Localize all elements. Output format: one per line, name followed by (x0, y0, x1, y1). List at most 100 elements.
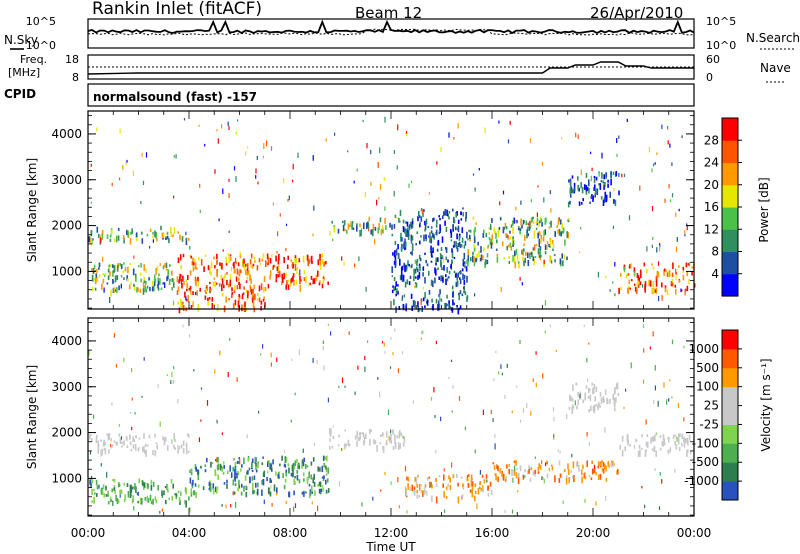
data-cell (450, 239, 453, 242)
data-cell (568, 217, 570, 221)
data-cell (109, 297, 111, 303)
data-cell (671, 193, 674, 198)
data-cell (394, 240, 397, 245)
data-cell (439, 253, 442, 260)
data-cell (177, 399, 179, 404)
data-cell (217, 486, 219, 491)
data-cell (409, 222, 412, 226)
data-cell (539, 246, 542, 252)
data-cell (366, 221, 369, 228)
data-cell (585, 191, 588, 195)
data-cell (540, 239, 542, 244)
data-cell (407, 227, 409, 231)
data-cell (380, 229, 383, 236)
data-cell (133, 283, 135, 287)
data-cell (367, 221, 369, 224)
data-cell (401, 295, 403, 299)
data-cell (116, 274, 119, 280)
data-cell (613, 187, 615, 192)
data-cell (595, 176, 598, 181)
data-cell (614, 293, 616, 297)
data-cell (356, 168, 358, 172)
data-cell (672, 262, 674, 269)
data-cell (627, 285, 630, 289)
data-cell (494, 443, 496, 450)
data-cell (454, 273, 457, 278)
data-cell (401, 351, 404, 355)
data-cell (164, 237, 167, 240)
data-cell (183, 280, 185, 285)
data-cell (389, 437, 391, 443)
data-cell (534, 244, 536, 251)
data-cell (422, 287, 424, 290)
data-cell (416, 231, 419, 235)
data-cell (208, 487, 211, 491)
data-cell (123, 440, 125, 446)
data-cell (580, 469, 583, 476)
data-cell (474, 495, 476, 502)
data-cell (281, 455, 283, 461)
data-cell (100, 237, 102, 244)
data-cell (666, 399, 668, 405)
data-cell (669, 143, 671, 148)
data-cell (691, 271, 693, 276)
data-cell (267, 470, 269, 474)
data-cell (209, 267, 211, 274)
data-cell (261, 462, 264, 466)
data-cell (473, 246, 476, 252)
data-cell (443, 491, 445, 498)
data-cell (178, 307, 181, 314)
data-cell (442, 483, 444, 488)
data-cell (598, 183, 600, 186)
data-cell (497, 229, 500, 235)
data-cell (241, 304, 243, 308)
data-cell (105, 494, 108, 497)
data-cell (100, 488, 103, 495)
data-cell (221, 278, 224, 285)
data-cell (296, 267, 299, 271)
data-cell (231, 294, 233, 299)
colorbar-segment (722, 405, 738, 425)
data-cell (397, 477, 399, 483)
data-cell (139, 272, 142, 276)
data-cell (453, 256, 456, 259)
data-cell (246, 272, 248, 277)
data-cell (233, 166, 236, 171)
data-cell (185, 500, 187, 508)
data-cell (112, 270, 114, 277)
data-cell (413, 268, 415, 276)
data-cell (645, 449, 648, 452)
data-cell (123, 357, 125, 363)
data-cell (337, 444, 340, 447)
data-cell (214, 265, 216, 269)
data-cell (177, 231, 179, 234)
data-cell (668, 436, 670, 443)
data-cell (252, 297, 255, 301)
data-cell (599, 392, 602, 397)
data-cell (518, 472, 520, 478)
data-cell (541, 476, 543, 480)
data-cell (366, 143, 368, 149)
data-cell (370, 149, 372, 155)
data-cell (688, 279, 690, 284)
data-cell (189, 285, 192, 292)
data-cell (303, 270, 306, 275)
data-cell (235, 257, 237, 264)
data-cell (122, 270, 125, 274)
data-cell (424, 224, 427, 231)
data-cell (277, 274, 279, 278)
data-cell (294, 476, 296, 479)
data-cell (379, 442, 382, 445)
data-cell (178, 445, 181, 450)
data-cell (593, 404, 596, 409)
data-cell (188, 496, 190, 501)
data-cell (458, 396, 461, 401)
data-cell (576, 405, 578, 410)
data-cell (89, 434, 91, 440)
data-cell (179, 499, 181, 505)
data-cell (488, 232, 490, 235)
data-cell (270, 484, 272, 489)
data-cell (117, 227, 120, 231)
data-cell (103, 439, 105, 444)
data-cell (292, 276, 294, 282)
